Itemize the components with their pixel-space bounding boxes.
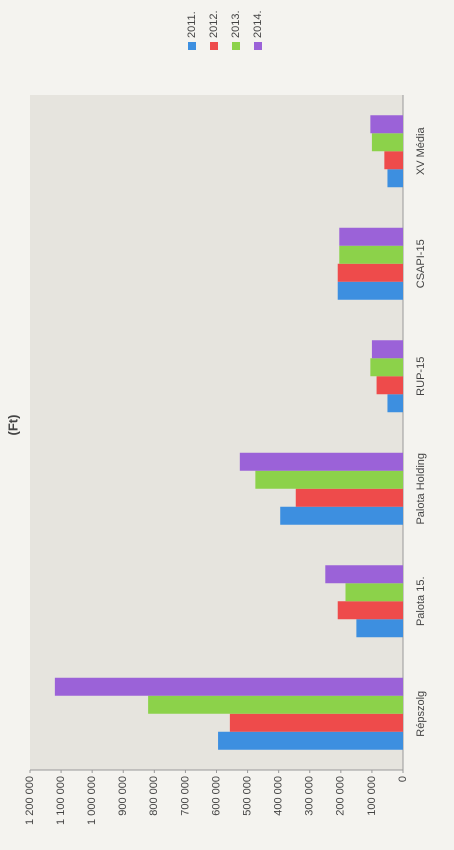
bar bbox=[376, 376, 403, 395]
bar bbox=[280, 506, 403, 525]
y-tick-label: 700 000 bbox=[179, 776, 191, 816]
bar bbox=[339, 227, 404, 246]
legend-swatch bbox=[232, 42, 240, 50]
y-tick-label: 100 000 bbox=[366, 776, 378, 816]
bar bbox=[345, 583, 403, 602]
y-tick-label: 300 000 bbox=[304, 776, 316, 816]
bar bbox=[370, 115, 403, 134]
bar bbox=[387, 394, 404, 413]
bar bbox=[325, 565, 403, 584]
y-tick-label: 200 000 bbox=[335, 776, 347, 816]
bar bbox=[370, 358, 403, 377]
y-tick-label: 1 100 000 bbox=[55, 776, 67, 825]
y-tick-label: 0 bbox=[397, 776, 409, 782]
bar bbox=[371, 133, 403, 152]
bar bbox=[339, 245, 404, 264]
bar bbox=[54, 677, 403, 696]
legend-label: 2013. bbox=[230, 10, 242, 38]
legend-swatch bbox=[254, 42, 262, 50]
bar bbox=[371, 340, 403, 359]
legend-label: 2011. bbox=[186, 11, 198, 38]
bar bbox=[337, 263, 404, 282]
y-tick-label: 800 000 bbox=[148, 776, 160, 816]
bar bbox=[337, 281, 404, 300]
x-tick-label: RUP-15 bbox=[415, 357, 427, 396]
y-tick-label: 900 000 bbox=[117, 776, 129, 816]
bar bbox=[148, 695, 403, 714]
x-tick-label: Palota 15. bbox=[415, 576, 427, 626]
bar bbox=[356, 619, 403, 638]
y-tick-label: 600 000 bbox=[210, 776, 222, 816]
x-tick-label: XV Média bbox=[415, 127, 427, 176]
legend-label: 2012. bbox=[208, 10, 220, 38]
x-tick-label: Palota Holding bbox=[415, 453, 427, 525]
y-tick-label: 500 000 bbox=[241, 776, 253, 816]
legend-swatch bbox=[210, 42, 218, 50]
bar bbox=[337, 601, 404, 620]
x-tick-label: Répszolg bbox=[415, 691, 427, 737]
bar bbox=[239, 452, 403, 471]
bar bbox=[384, 151, 404, 170]
legend-label: 2014. bbox=[252, 10, 264, 38]
bar bbox=[387, 169, 404, 188]
y-tick-label: 400 000 bbox=[273, 776, 285, 816]
bar bbox=[255, 470, 403, 489]
bar bbox=[218, 731, 403, 750]
bar bbox=[295, 488, 404, 507]
plot-area bbox=[30, 95, 403, 770]
y-tick-label: 1 200 000 bbox=[24, 776, 36, 825]
bar bbox=[229, 713, 403, 732]
legend-swatch bbox=[188, 42, 196, 50]
chart-title: (Ft) bbox=[5, 415, 20, 436]
y-tick-label: 1 000 000 bbox=[86, 776, 98, 825]
x-tick-label: CSAPI-15 bbox=[415, 239, 427, 288]
rotated-chart: (Ft) 0 100 000 200 000 300 000 400 000 500 00… bbox=[5, 10, 426, 824]
